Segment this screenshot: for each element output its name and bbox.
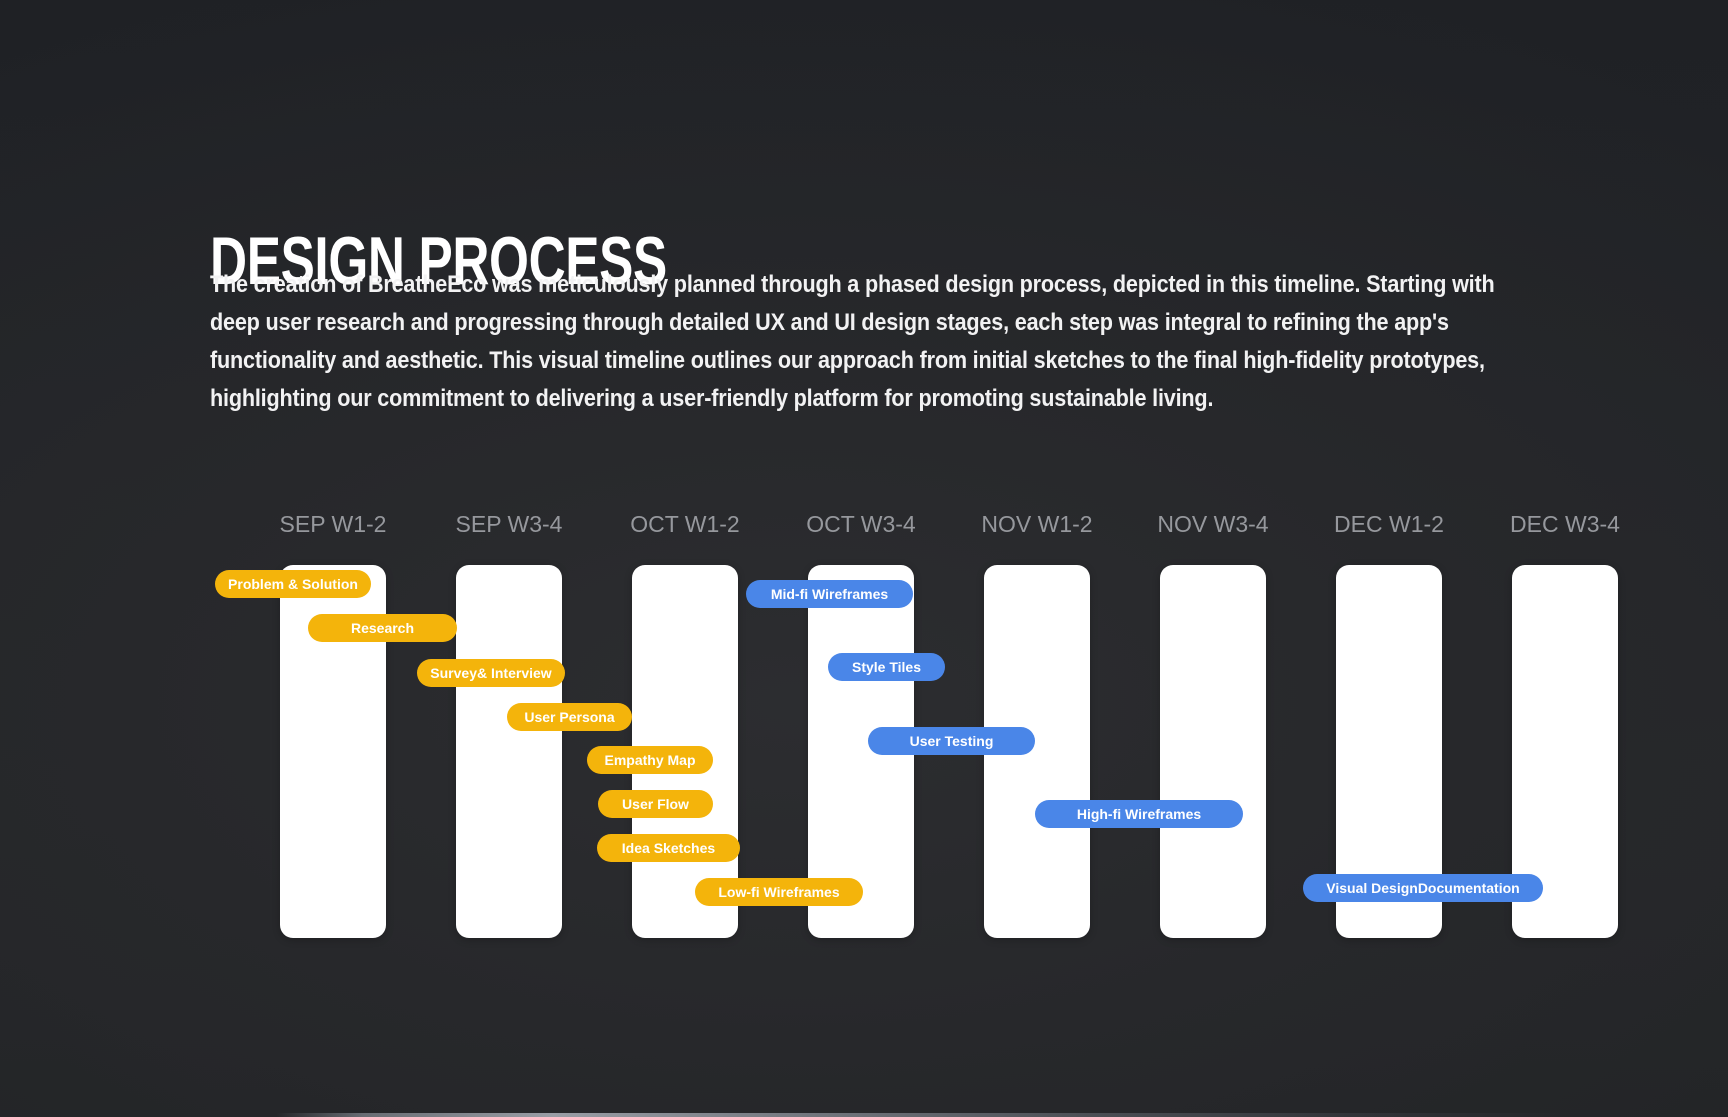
description-line: highlighting our commitment to deliverin… bbox=[210, 385, 1214, 412]
timeline-column-label: OCT W1-2 bbox=[630, 511, 740, 537]
timeline-column bbox=[1160, 565, 1266, 938]
task-pill: Empathy Map bbox=[587, 746, 713, 774]
task-pill: Problem & Solution bbox=[215, 570, 371, 598]
timeline-column-label: OCT W3-4 bbox=[806, 511, 916, 537]
bottom-edge-glow bbox=[0, 1113, 1728, 1117]
task-pill: Style Tiles bbox=[828, 653, 945, 681]
page-title: DESIGN PROCESS bbox=[210, 222, 667, 299]
timeline-column bbox=[456, 565, 562, 938]
timeline-column-label: DEC W3-4 bbox=[1510, 511, 1620, 537]
task-pill: Visual DesignDocumentation bbox=[1303, 874, 1543, 902]
task-pill: User Flow bbox=[598, 790, 713, 818]
task-pill: User Persona bbox=[507, 703, 632, 731]
timeline-column-label: SEP W3-4 bbox=[455, 511, 563, 537]
task-pill: Survey& Interview bbox=[417, 659, 565, 687]
description-line: functionality and aesthetic. This visual… bbox=[210, 347, 1485, 374]
timeline-column-label: SEP W1-2 bbox=[279, 511, 387, 537]
timeline-column-label: NOV W3-4 bbox=[1157, 511, 1269, 537]
timeline-column-label: NOV W1-2 bbox=[981, 511, 1093, 537]
task-pill: User Testing bbox=[868, 727, 1035, 755]
timeline-column-label: DEC W1-2 bbox=[1334, 511, 1444, 537]
description-line: deep user research and progressing throu… bbox=[210, 309, 1449, 336]
task-pill: High-fi Wireframes bbox=[1035, 800, 1243, 828]
task-pill: Research bbox=[308, 614, 457, 642]
description-line: The creation of BreatheEco was meticulou… bbox=[210, 271, 1495, 298]
task-pill: Mid-fi Wireframes bbox=[746, 580, 913, 608]
description: The creation of BreatheEco was meticulou… bbox=[210, 266, 1495, 418]
task-pill: Low-fi Wireframes bbox=[695, 878, 863, 906]
task-pill: Idea Sketches bbox=[597, 834, 740, 862]
